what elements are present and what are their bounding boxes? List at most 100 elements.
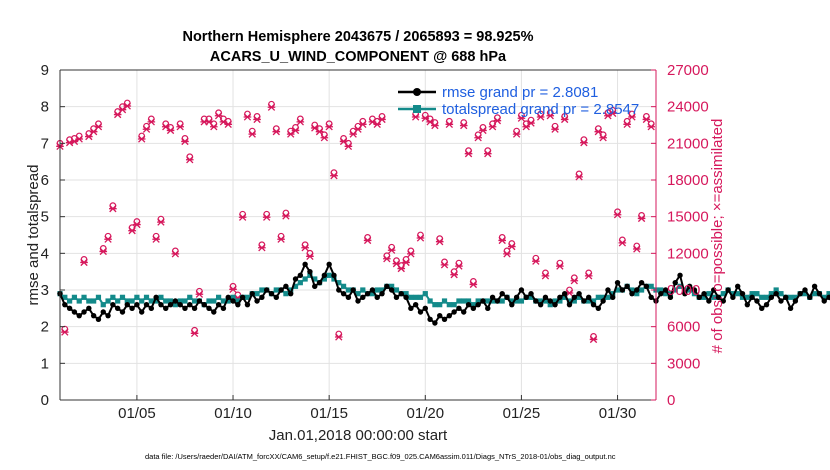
rmse-point bbox=[677, 272, 683, 279]
totalspread-point bbox=[393, 287, 400, 293]
rmse-point bbox=[787, 305, 794, 312]
totalspread-point bbox=[614, 287, 621, 293]
totalspread-point bbox=[379, 287, 385, 293]
obs-assimilated-point bbox=[359, 120, 367, 128]
rmse-point bbox=[480, 298, 486, 304]
totalspread-point bbox=[326, 272, 332, 278]
rmse-point bbox=[600, 298, 606, 304]
obs-assimilated-point bbox=[185, 156, 194, 164]
obs-assimilated-point bbox=[459, 121, 468, 130]
obs-assimilated-point bbox=[344, 142, 353, 150]
obs-assimilated-point bbox=[224, 120, 233, 128]
totalspread-point bbox=[658, 287, 664, 293]
rmse-point bbox=[485, 305, 491, 312]
totalspread-point bbox=[283, 291, 289, 297]
totalspread-point bbox=[119, 294, 126, 300]
rmse-point bbox=[576, 290, 582, 297]
rmse-point bbox=[783, 294, 789, 301]
rmse-point bbox=[754, 298, 760, 304]
obs-assimilated-point bbox=[133, 220, 141, 229]
rmse-point bbox=[768, 294, 775, 301]
totalspread-point bbox=[259, 287, 265, 293]
rmse-point bbox=[148, 305, 155, 312]
totalspread-point bbox=[81, 294, 87, 300]
obs-assimilated-point bbox=[546, 112, 555, 120]
rmse-point bbox=[759, 305, 765, 312]
obs-assimilated-point bbox=[253, 115, 261, 124]
totalspread-point bbox=[485, 298, 491, 304]
rmse-point bbox=[648, 294, 654, 301]
obs-assimilated-point bbox=[618, 239, 627, 247]
y2-tick-label: 18000 bbox=[667, 172, 709, 189]
x-axis-label: Jan.01,2018 00:00:00 start bbox=[269, 427, 448, 444]
totalspread-point bbox=[677, 283, 683, 289]
rmse-point bbox=[706, 298, 712, 304]
totalspread-point bbox=[812, 291, 818, 297]
rmse-point bbox=[278, 287, 284, 293]
obs-assimilated-point bbox=[589, 335, 598, 344]
totalspread-point bbox=[547, 302, 553, 308]
y2-tick-label: 21000 bbox=[667, 135, 709, 152]
rmse-point bbox=[465, 301, 472, 308]
obs-assimilated-point bbox=[628, 113, 636, 121]
obs-assimilated-point bbox=[580, 139, 588, 147]
rmse-point bbox=[215, 301, 222, 308]
obs-assimilated-point bbox=[488, 123, 497, 131]
footnote: data file: /Users/raeder/DAI/ATM_forcXX/… bbox=[145, 452, 616, 461]
obs-assimilated-point bbox=[642, 115, 651, 124]
totalspread-point bbox=[562, 294, 568, 300]
obs-assimilated-point bbox=[483, 150, 492, 158]
rmse-point bbox=[403, 294, 409, 301]
rmse-point bbox=[316, 279, 323, 286]
totalspread-point bbox=[586, 298, 592, 304]
obs-assimilated-point bbox=[397, 264, 406, 273]
rmse-point bbox=[114, 305, 121, 312]
totalspread-point bbox=[115, 298, 121, 304]
totalspread-point bbox=[321, 276, 327, 282]
obs-assimilated-point bbox=[109, 205, 117, 213]
obs-assimilated-point bbox=[608, 109, 617, 117]
rmse-point bbox=[201, 301, 207, 308]
rmse-point bbox=[518, 287, 525, 293]
totalspread-point bbox=[244, 294, 251, 300]
rmse-point bbox=[239, 294, 246, 301]
obs-assimilated-point bbox=[75, 135, 84, 143]
obs-assimilated-point bbox=[575, 173, 583, 181]
obs-assimilated-point bbox=[536, 113, 545, 121]
x-tick-label: 01/30 bbox=[599, 405, 637, 422]
totalspread-point bbox=[67, 298, 73, 304]
obs-assimilated-point bbox=[152, 235, 160, 243]
rmse-point bbox=[638, 279, 645, 286]
rmse-point bbox=[398, 290, 404, 297]
rmse-point bbox=[446, 312, 453, 319]
rmse-point bbox=[345, 294, 352, 301]
rmse-point bbox=[412, 301, 419, 308]
rmse-point bbox=[110, 301, 116, 308]
rmse-point bbox=[629, 290, 635, 297]
rmse-point bbox=[744, 301, 751, 308]
rmse-point bbox=[682, 290, 688, 297]
totalspread-point bbox=[403, 291, 409, 297]
obs-assimilated-point bbox=[181, 137, 189, 146]
rmse-point bbox=[177, 301, 183, 308]
obs-assimilated-point bbox=[272, 128, 281, 136]
rmse-point bbox=[307, 268, 313, 275]
rmse-point bbox=[427, 316, 433, 323]
totalspread-point bbox=[182, 298, 188, 304]
totalspread-point bbox=[711, 294, 717, 300]
totalspread-point bbox=[691, 291, 698, 297]
rmse-point bbox=[763, 301, 770, 308]
rmse-point bbox=[393, 294, 400, 301]
rmse-point bbox=[86, 305, 92, 312]
rmse-point bbox=[312, 283, 318, 290]
obs-assimilated-point bbox=[282, 212, 290, 220]
totalspread-point bbox=[437, 302, 443, 308]
obs-assimilated-point bbox=[104, 235, 112, 243]
totalspread-point bbox=[105, 298, 111, 304]
rmse-point bbox=[134, 301, 140, 308]
totalspread-point bbox=[254, 291, 260, 297]
rmse-point bbox=[624, 283, 630, 290]
y-tick-label: 7 bbox=[41, 135, 49, 152]
rmse-point bbox=[163, 305, 169, 312]
